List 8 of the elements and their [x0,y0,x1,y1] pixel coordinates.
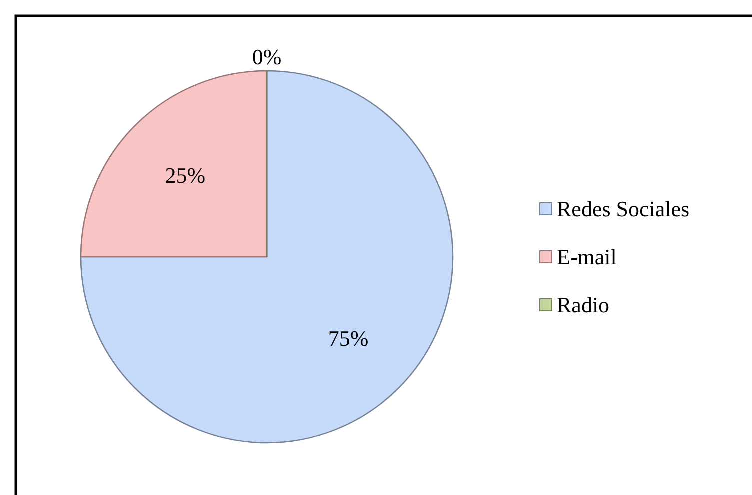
legend-label: E-mail [557,244,617,270]
data-label: 25% [165,163,206,188]
text: 0% [252,44,282,70]
data-label: 75% [328,326,369,352]
legend-label: Redes Sociales [557,196,690,222]
pie-slice [80,70,268,258]
legend-label: Radio [557,292,610,318]
pie-slice [80,70,454,444]
